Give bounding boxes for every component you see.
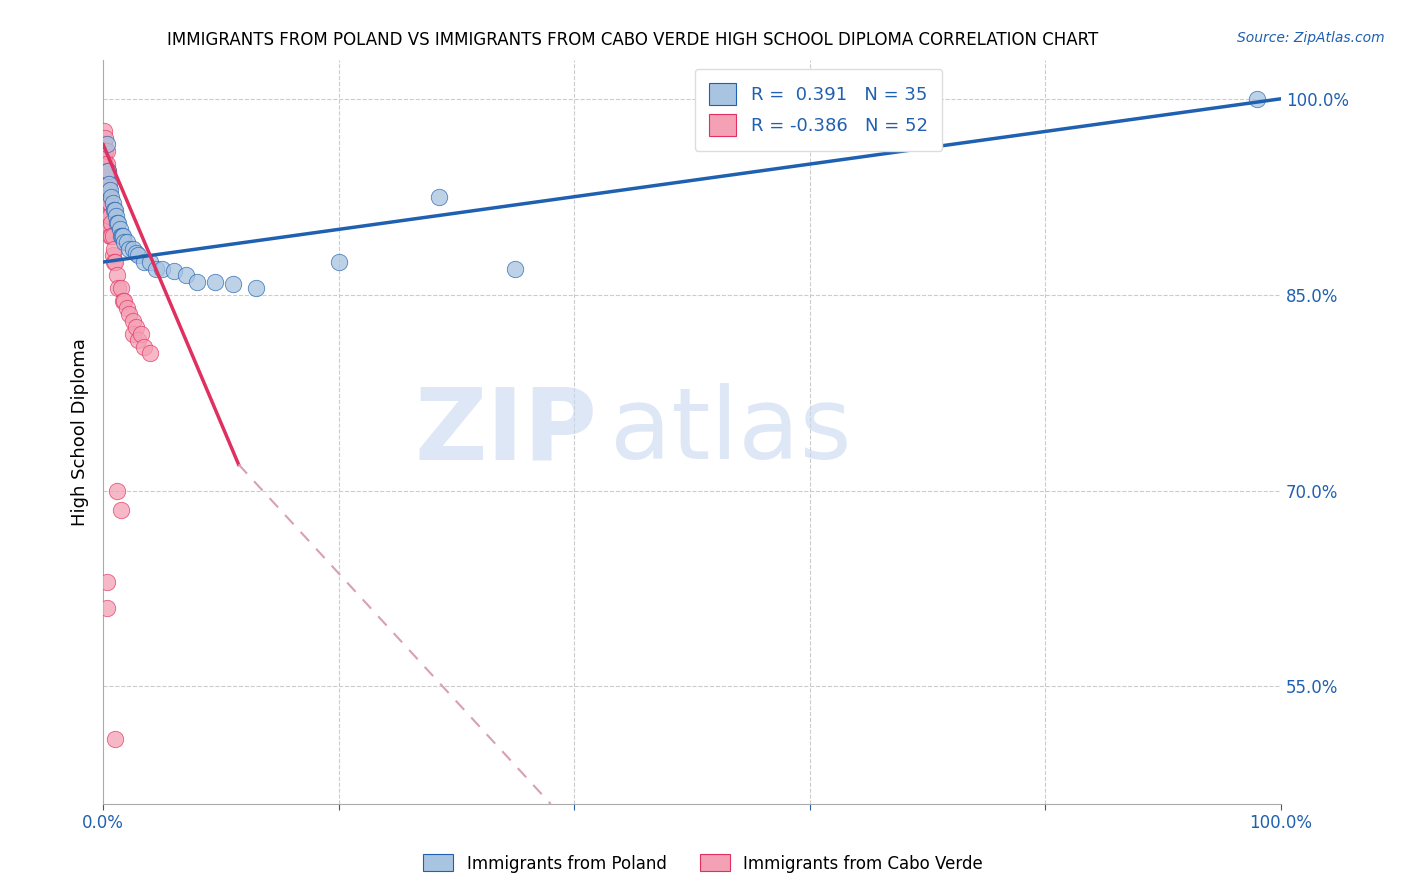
Point [94,177,117,191]
Point [96,202,118,217]
Point [94,157,117,171]
Point [125,320,148,334]
Point [112,294,135,309]
Point [97,190,120,204]
Point [96,144,118,158]
Point [112,235,135,250]
Text: Source: ZipAtlas.com: Source: ZipAtlas.com [1237,31,1385,45]
Point [110,503,132,517]
Point [98,222,121,236]
Point [96,574,118,589]
Point [108,222,131,236]
Point [93,151,115,165]
Point [97,216,120,230]
Point [93,137,115,152]
Point [107,281,129,295]
Point [121,242,143,256]
Point [174,268,197,282]
Point [101,248,124,262]
Point [103,242,125,256]
Point [1246,92,1268,106]
Point [105,210,128,224]
Point [98,196,121,211]
Point [127,248,149,262]
Point [139,255,162,269]
Point [245,281,267,295]
Text: ZIP: ZIP [415,384,598,480]
Point [98,210,121,224]
Point [150,261,173,276]
Text: IMMIGRANTS FROM POLAND VS IMMIGRANTS FROM CABO VERDE HIGH SCHOOL DIPLOMA CORRELA: IMMIGRANTS FROM POLAND VS IMMIGRANTS FRO… [167,31,1098,49]
Point [186,275,208,289]
Point [121,326,143,341]
Point [101,228,124,243]
Point [98,177,121,191]
Point [121,314,143,328]
Point [134,340,156,354]
Point [105,216,128,230]
Point [96,601,118,615]
Point [104,202,127,217]
Point [125,245,148,260]
Point [96,170,118,185]
Point [103,202,125,217]
Point [105,483,128,498]
Point [98,196,121,211]
Point [97,202,120,217]
Point [105,268,128,282]
Point [94,144,117,158]
Point [104,731,127,746]
Point [134,255,156,269]
Point [112,228,135,243]
Text: atlas: atlas [610,384,851,480]
Point [221,277,243,292]
Point [98,183,121,197]
Point [427,190,450,204]
Point [328,255,350,269]
Point [97,163,120,178]
Point [96,137,118,152]
Point [110,228,132,243]
Point [93,124,115,138]
Point [94,131,117,145]
Point [139,346,162,360]
Point [115,235,138,250]
Point [96,183,118,197]
Point [98,228,121,243]
Legend: Immigrants from Poland, Immigrants from Cabo Verde: Immigrants from Poland, Immigrants from … [416,847,990,880]
Point [163,264,186,278]
Point [97,177,120,191]
Point [112,294,135,309]
Point [98,183,121,197]
Point [111,228,134,243]
Point [129,326,152,341]
Point [118,242,141,256]
Point [110,281,132,295]
Point [145,261,167,276]
Point [98,210,121,224]
Point [96,190,118,204]
Point [97,163,120,178]
Point [100,216,122,230]
Point [100,228,122,243]
Point [505,261,527,276]
Point [107,216,129,230]
Point [118,307,141,321]
Point [104,255,127,269]
Legend: R =  0.391   N = 35, R = -0.386   N = 52: R = 0.391 N = 35, R = -0.386 N = 52 [695,69,942,151]
Point [103,255,125,269]
Point [204,275,226,289]
Point [127,334,149,348]
Point [96,157,118,171]
Point [94,170,117,185]
Point [100,190,122,204]
Y-axis label: High School Diploma: High School Diploma [72,338,89,525]
Point [94,163,117,178]
Point [115,301,138,315]
Point [101,196,124,211]
